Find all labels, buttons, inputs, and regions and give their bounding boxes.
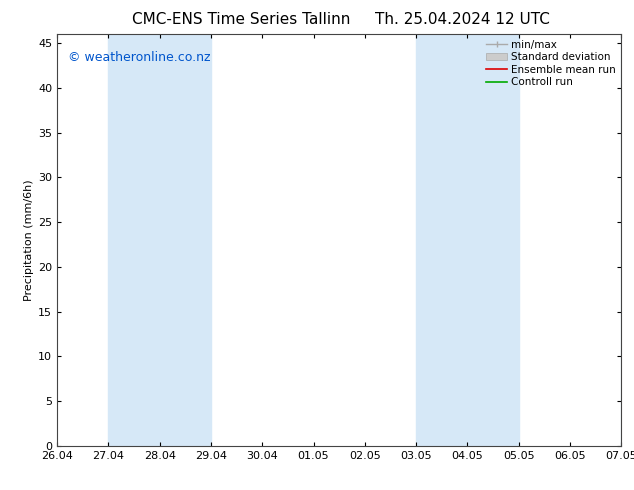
Legend: min/max, Standard deviation, Ensemble mean run, Controll run: min/max, Standard deviation, Ensemble me…: [483, 36, 619, 91]
Bar: [621, 34, 634, 446]
Bar: [160, 34, 211, 446]
Text: © weatheronline.co.nz: © weatheronline.co.nz: [68, 51, 211, 64]
Bar: [416, 34, 467, 446]
Text: Th. 25.04.2024 12 UTC: Th. 25.04.2024 12 UTC: [375, 12, 550, 27]
Bar: [108, 34, 160, 446]
Y-axis label: Precipitation (mm/6h): Precipitation (mm/6h): [24, 179, 34, 301]
Text: CMC-ENS Time Series Tallinn: CMC-ENS Time Series Tallinn: [132, 12, 350, 27]
Bar: [467, 34, 519, 446]
